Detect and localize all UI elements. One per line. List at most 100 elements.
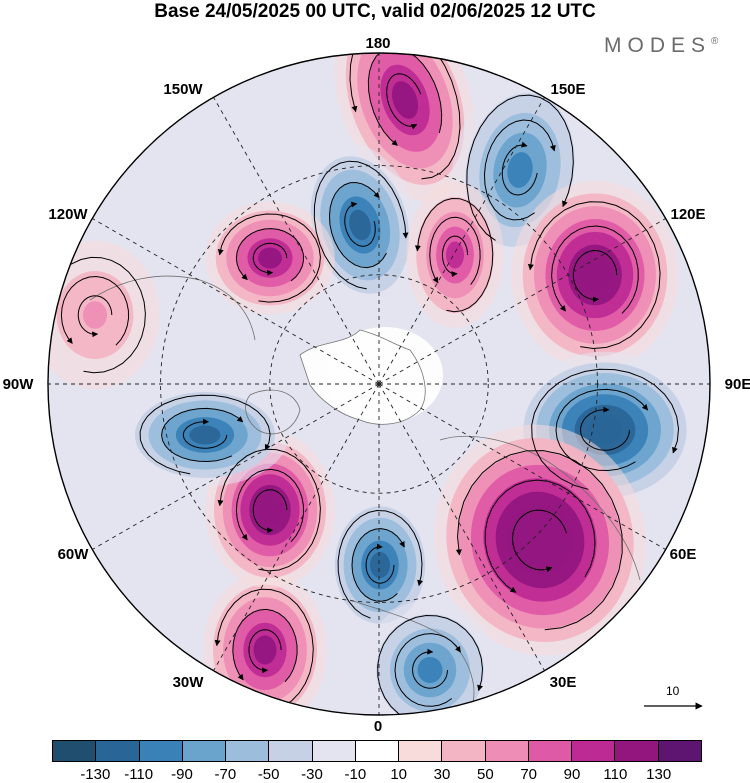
colorbar-swatch	[182, 741, 227, 761]
streamline	[412, 648, 448, 689]
colorbar-tick-label: 10	[390, 766, 407, 783]
streamline	[248, 629, 282, 674]
streamline	[386, 73, 422, 130]
latitude-circle	[269, 274, 489, 494]
colorbar	[52, 740, 702, 762]
colorbar-tick-label: -90	[171, 766, 193, 783]
streamline	[365, 543, 395, 584]
colorbar-swatch	[312, 741, 356, 761]
colorbar-swatch	[53, 741, 97, 761]
meridian-line	[92, 218, 380, 385]
streamline	[429, 216, 481, 285]
colorbar-swatch	[615, 741, 659, 761]
streamline	[466, 94, 574, 241]
streamline	[313, 160, 409, 290]
latitude-circle	[160, 165, 598, 603]
colorbar-tick-label: -110	[124, 766, 154, 783]
anomaly-positive-contour	[83, 301, 107, 329]
colorbar-swatch	[269, 741, 313, 761]
coastlines	[89, 275, 641, 711]
anomaly-negative-contour	[349, 209, 371, 241]
meridian-line	[213, 383, 380, 671]
streamlines	[48, 53, 680, 715]
streamline	[572, 249, 618, 303]
lon-label-60w: 60W	[57, 546, 89, 563]
colorbar-tick-label: -30	[301, 766, 323, 783]
streamline	[527, 201, 661, 350]
colorbar-tick-label: -130	[80, 766, 111, 783]
lon-label-120w: 120W	[48, 206, 88, 223]
lon-label-150e: 150E	[550, 81, 586, 98]
lon-label-150w: 150W	[163, 81, 203, 98]
meridian-line	[378, 383, 666, 550]
streamline	[394, 633, 461, 707]
streamline	[501, 141, 538, 196]
streamline	[455, 450, 623, 631]
anomaly-positive-contour	[520, 518, 560, 562]
streamline	[235, 468, 305, 543]
colorbar-swatch	[528, 741, 573, 761]
colorbar-tick-label: 50	[476, 766, 494, 783]
streamline	[484, 479, 596, 593]
anomaly-positive-contour	[253, 635, 277, 665]
colorbar-tick-label: -10	[344, 766, 367, 783]
colorbar-tick-label: 70	[520, 766, 537, 783]
streamline	[351, 528, 405, 602]
reference-vector-label: 10	[666, 684, 680, 698]
reference-vector-arrow	[644, 702, 703, 710]
streamline	[349, 53, 461, 180]
colorbar-swatch	[442, 741, 486, 761]
map-title: Base 24/05/2025 00 UTC, valid 02/06/2025…	[154, 1, 596, 22]
logo-text: MODES	[604, 34, 712, 57]
streamline	[214, 588, 314, 712]
anomaly-negative-contour	[417, 657, 443, 683]
colorbar-swatch	[96, 741, 140, 761]
meridian-line	[378, 383, 545, 671]
anomaly-positive-contour	[446, 241, 464, 269]
colorbar-tick-label: -70	[214, 766, 237, 783]
streamline	[337, 509, 424, 619]
streamline	[217, 448, 321, 572]
colorbar-swatch	[355, 741, 400, 761]
streamline	[77, 295, 113, 338]
colorbar-swatch	[139, 741, 183, 761]
lon-label-90e: 90E	[724, 376, 750, 393]
colorbar-swatch	[399, 741, 443, 761]
anomaly-negative-contour	[189, 425, 221, 445]
streamline	[182, 418, 228, 449]
anomaly-positive-contour	[579, 257, 611, 293]
streamline	[235, 228, 305, 282]
streamline	[442, 235, 469, 278]
streamline	[367, 53, 443, 146]
streamline	[414, 197, 494, 313]
anomaly-positive-contour	[391, 81, 419, 119]
streamline	[252, 489, 288, 534]
lon-label-90w: 90W	[2, 376, 34, 393]
anomaly-negative-contour	[587, 415, 623, 445]
lon-label-60e: 60E	[669, 546, 697, 563]
colorbar-tick-label: 30	[433, 766, 451, 783]
registered-mark: ®	[711, 36, 719, 47]
streamline	[252, 242, 288, 276]
colorbar-tick-label: 130	[646, 766, 672, 783]
streamline	[377, 614, 484, 715]
north-america-coast	[89, 275, 256, 341]
streamline	[344, 201, 376, 247]
streamline	[329, 181, 387, 269]
streamline	[139, 394, 271, 475]
graticule	[48, 53, 710, 715]
lon-label-0: 0	[373, 718, 383, 735]
streamline	[217, 213, 321, 303]
anomaly-negative-contour	[370, 552, 390, 578]
meridian-line	[213, 97, 380, 385]
meridian-line	[378, 218, 666, 385]
meridian-line	[378, 97, 545, 385]
anomaly-negative-contour	[507, 152, 533, 188]
colorbar-swatch	[485, 741, 529, 761]
map-boundary	[47, 52, 711, 716]
arctic-land-outline	[299, 329, 426, 425]
anomaly-positive-contour	[258, 495, 282, 525]
streamline	[161, 407, 244, 463]
meridian-line	[92, 383, 380, 550]
streamline	[60, 275, 130, 346]
